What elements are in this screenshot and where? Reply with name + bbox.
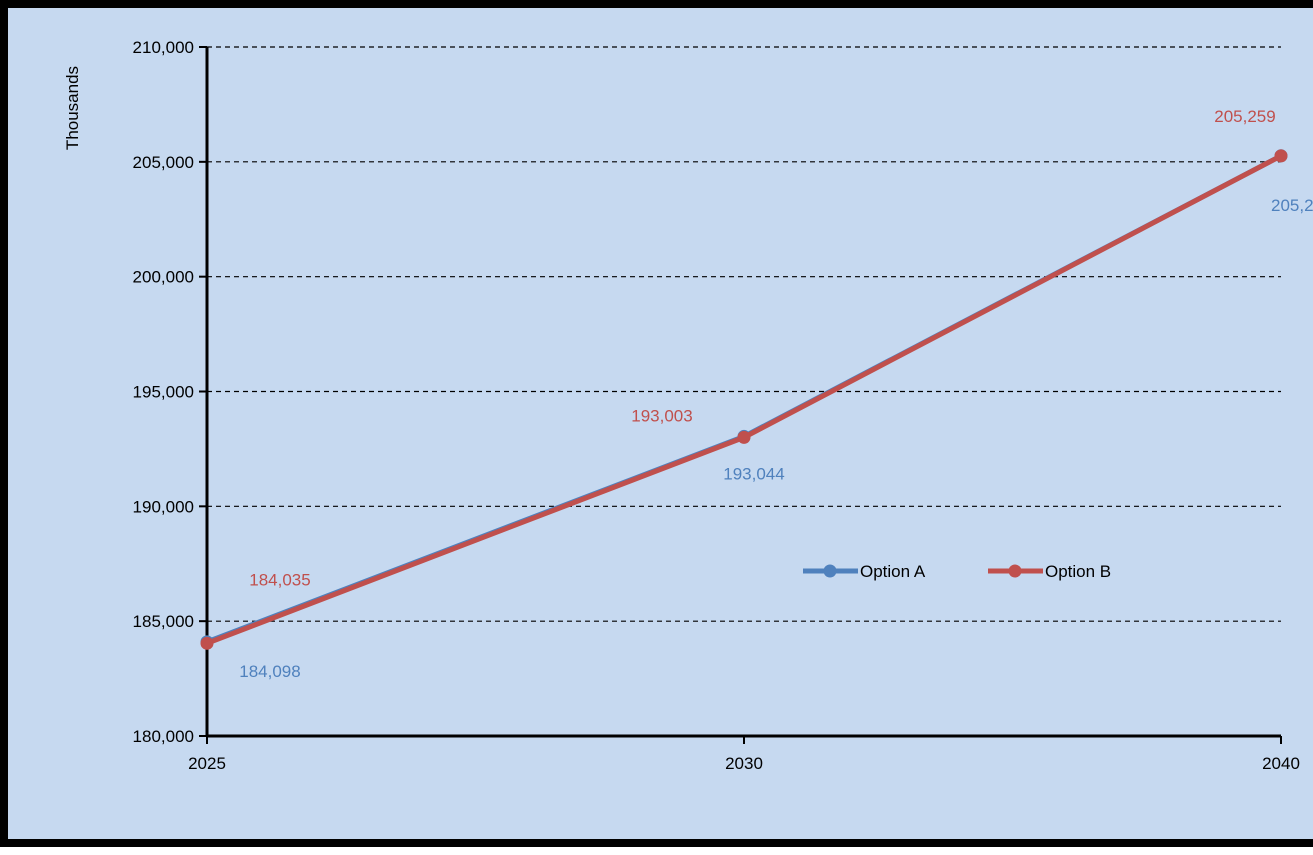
- data-point: [1274, 149, 1288, 163]
- y-axis-title: Thousands: [63, 66, 82, 150]
- data-label: 184,098: [239, 662, 300, 681]
- x-tick-label: 2030: [725, 754, 763, 773]
- data-label: 193,003: [631, 406, 692, 425]
- series-line-option-a: [206, 153, 1283, 645]
- legend-label: Option A: [860, 562, 926, 581]
- y-tick-label: 200,000: [133, 268, 194, 287]
- gridlines: [207, 46, 1281, 622]
- data-labels: 184,098 193,044 205,263 184,035 193,003 205,2…: [239, 107, 1313, 681]
- y-tick-label: 210,000: [133, 38, 194, 57]
- y-tick-label: 190,000: [133, 497, 194, 516]
- data-label: 193,044: [723, 464, 784, 483]
- legend-marker: [1008, 564, 1022, 578]
- data-point: [200, 636, 214, 650]
- axes: 180,000 185,000 190,000 195,000 200,000 205,0…: [133, 38, 1300, 773]
- data-label: 205,259: [1214, 107, 1275, 126]
- data-label: 205,263: [1271, 196, 1313, 215]
- y-tick-label: 195,000: [133, 383, 194, 402]
- data-point: [737, 430, 751, 444]
- x-tick-label: 2040: [1262, 754, 1300, 773]
- y-tick-label: 205,000: [133, 153, 194, 172]
- legend-label: Option B: [1045, 562, 1111, 581]
- x-tick-label: 2025: [188, 754, 226, 773]
- legend-marker: [823, 564, 837, 578]
- y-tick-label: 185,000: [133, 612, 194, 631]
- y-tick-label: 180,000: [133, 727, 194, 746]
- data-label: 184,035: [249, 570, 310, 589]
- legend: Option A Option B: [803, 562, 1111, 581]
- series-lines: [200, 149, 1288, 650]
- series-line-option-b: [206, 153, 1283, 646]
- line-chart: 180,000 185,000 190,000 195,000 200,000 205,0…: [63, 38, 1313, 773]
